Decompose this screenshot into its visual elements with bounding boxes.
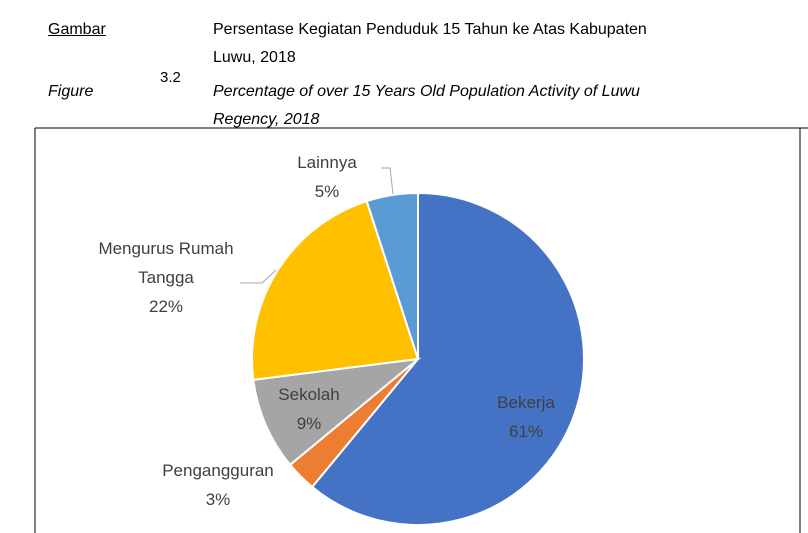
pie-slice	[251, 199, 420, 381]
leader-line	[240, 269, 277, 284]
subtitle: Percentage of over 15 Years Old Populati…	[213, 83, 640, 100]
category-label: Lainnya	[297, 153, 357, 172]
caption-label-en: Figure	[48, 83, 94, 100]
value-label: 9%	[296, 414, 322, 433]
data-label: Mengurus Rumah Tangga 22%	[96, 234, 236, 321]
data-label: Bekerja 61%	[461, 388, 591, 446]
category-label: Bekerja	[497, 393, 555, 412]
leader-line	[381, 167, 394, 195]
data-label: Lainnya 5%	[262, 148, 392, 206]
subtitle: Regency, 2018	[213, 111, 320, 128]
caption-label: Gambar	[48, 21, 106, 38]
pie-slice	[365, 191, 419, 360]
data-label: Sekolah 9%	[244, 380, 374, 438]
category-label: Sekolah	[278, 385, 340, 404]
category-label: Mengurus Rumah Tangga	[98, 239, 234, 287]
value-label: 22%	[148, 297, 184, 316]
pie-slice	[252, 357, 422, 467]
value-label: 5%	[314, 182, 340, 201]
data-label: Pengangguran 3%	[138, 456, 298, 514]
value-label: 3%	[205, 490, 231, 509]
pie-slice	[310, 191, 585, 526]
category-label: Pengangguran	[162, 461, 274, 480]
figure-number: 3.2	[160, 69, 181, 86]
title: Luwu, 2018	[213, 49, 296, 66]
title: Persentase Kegiatan Penduduk 15 Tahun ke…	[213, 21, 647, 38]
value-label: 61%	[508, 422, 544, 441]
